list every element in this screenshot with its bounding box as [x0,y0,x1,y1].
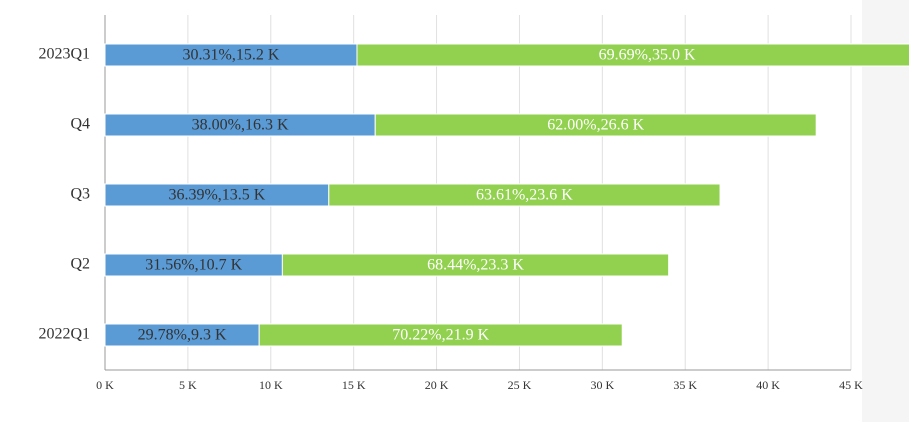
x-tick-label: 35 K [673,378,697,392]
bar-segment [374,113,817,137]
x-tick-label: 20 K [425,378,449,392]
data-label: 29.78%,9.3 K [138,327,227,344]
x-tick-label: 0 K [96,378,114,392]
y-tick-label: Q3 [70,186,90,203]
x-tick-label: 40 K [756,378,780,392]
y-tick-label: 2023Q1 [38,46,90,63]
data-label: 70.22%,21.9 K [392,327,489,344]
data-label: 36.39%,13.5 K [168,187,265,204]
bar-segment [328,183,721,207]
data-label: 30.31%,15.2 K [183,47,280,64]
y-tick-label: Q2 [70,256,90,273]
x-tick-label: 5 K [179,378,197,392]
x-tick-label: 25 K [508,378,532,392]
bar-segment [258,323,623,347]
data-label: 62.00%,26.6 K [547,117,644,134]
x-tick-label: 45 K [839,378,863,392]
data-label: 69.69%,35.0 K [599,47,696,64]
y-tick-label: Q4 [70,116,90,133]
x-tick-label: 15 K [342,378,366,392]
data-label: 63.61%,23.6 K [476,187,573,204]
data-label: 31.56%,10.7 K [145,257,242,274]
data-label: 68.44%,23.3 K [427,257,524,274]
x-tick-label: 10 K [259,378,283,392]
y-tick-label: 2022Q1 [38,326,90,343]
x-tick-label: 30 K [590,378,614,392]
data-label: 38.00%,16.3 K [192,117,289,134]
bar-segment [356,43,909,67]
bar-segment [281,253,670,277]
side-panel [862,0,909,422]
